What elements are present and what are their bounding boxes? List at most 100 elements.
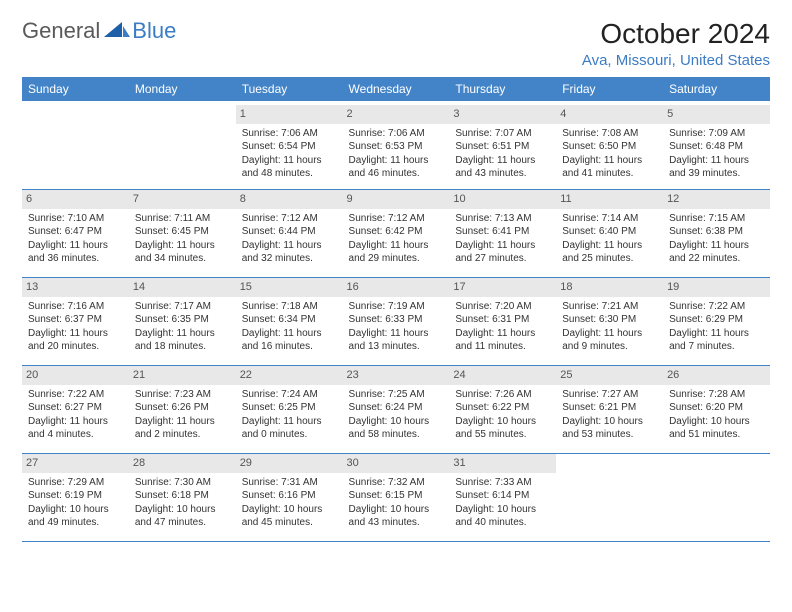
day-number: 4 — [556, 105, 663, 124]
sunrise-line: Sunrise: 7:27 AM — [562, 388, 657, 402]
sunrise-line: Sunrise: 7:13 AM — [455, 212, 550, 226]
sunset-line: Sunset: 6:40 PM — [562, 225, 657, 239]
day-number: 15 — [236, 278, 343, 297]
calendar-cell: 10Sunrise: 7:13 AMSunset: 6:41 PMDayligh… — [449, 189, 556, 277]
sunset-line: Sunset: 6:20 PM — [669, 401, 764, 415]
sunset-line: Sunset: 6:19 PM — [28, 489, 123, 503]
day-header: Saturday — [663, 77, 770, 101]
calendar-cell: 29Sunrise: 7:31 AMSunset: 6:16 PMDayligh… — [236, 453, 343, 541]
day-number: 5 — [663, 105, 770, 124]
sunrise-line: Sunrise: 7:33 AM — [455, 476, 550, 490]
daylight-line: Daylight: 11 hours — [349, 154, 444, 168]
sunrise-line: Sunrise: 7:06 AM — [242, 127, 337, 141]
sunset-line: Sunset: 6:35 PM — [135, 313, 230, 327]
day-number: 14 — [129, 278, 236, 297]
day-number: 17 — [449, 278, 556, 297]
daylight-line: Daylight: 11 hours — [135, 415, 230, 429]
calendar-cell: 7Sunrise: 7:11 AMSunset: 6:45 PMDaylight… — [129, 189, 236, 277]
day-number: 20 — [22, 366, 129, 385]
daylight-line: and 43 minutes. — [349, 516, 444, 530]
calendar-cell: 24Sunrise: 7:26 AMSunset: 6:22 PMDayligh… — [449, 365, 556, 453]
daylight-line: Daylight: 11 hours — [135, 239, 230, 253]
daylight-line: and 0 minutes. — [242, 428, 337, 442]
day-number: 11 — [556, 190, 663, 209]
daylight-line: Daylight: 11 hours — [349, 239, 444, 253]
calendar-cell: 22Sunrise: 7:24 AMSunset: 6:25 PMDayligh… — [236, 365, 343, 453]
calendar-cell — [129, 101, 236, 189]
calendar-cell: 16Sunrise: 7:19 AMSunset: 6:33 PMDayligh… — [343, 277, 450, 365]
sunrise-line: Sunrise: 7:12 AM — [242, 212, 337, 226]
daylight-line: and 32 minutes. — [242, 252, 337, 266]
sunset-line: Sunset: 6:21 PM — [562, 401, 657, 415]
sunrise-line: Sunrise: 7:21 AM — [562, 300, 657, 314]
daylight-line: and 29 minutes. — [349, 252, 444, 266]
calendar-cell — [22, 101, 129, 189]
daylight-line: Daylight: 11 hours — [135, 327, 230, 341]
sunrise-line: Sunrise: 7:16 AM — [28, 300, 123, 314]
calendar-cell: 27Sunrise: 7:29 AMSunset: 6:19 PMDayligh… — [22, 453, 129, 541]
sunrise-line: Sunrise: 7:12 AM — [349, 212, 444, 226]
daylight-line: Daylight: 10 hours — [242, 503, 337, 517]
calendar-week-row: 27Sunrise: 7:29 AMSunset: 6:19 PMDayligh… — [22, 453, 770, 541]
daylight-line: Daylight: 10 hours — [349, 503, 444, 517]
calendar-cell: 3Sunrise: 7:07 AMSunset: 6:51 PMDaylight… — [449, 101, 556, 189]
daylight-line: and 20 minutes. — [28, 340, 123, 354]
day-number: 1 — [236, 105, 343, 124]
day-header: Tuesday — [236, 77, 343, 101]
daylight-line: Daylight: 11 hours — [562, 154, 657, 168]
sunrise-line: Sunrise: 7:22 AM — [669, 300, 764, 314]
daylight-line: and 25 minutes. — [562, 252, 657, 266]
sunset-line: Sunset: 6:41 PM — [455, 225, 550, 239]
daylight-line: and 4 minutes. — [28, 428, 123, 442]
calendar-cell: 17Sunrise: 7:20 AMSunset: 6:31 PMDayligh… — [449, 277, 556, 365]
sunset-line: Sunset: 6:30 PM — [562, 313, 657, 327]
sunset-line: Sunset: 6:48 PM — [669, 140, 764, 154]
sunset-line: Sunset: 6:42 PM — [349, 225, 444, 239]
calendar-cell: 25Sunrise: 7:27 AMSunset: 6:21 PMDayligh… — [556, 365, 663, 453]
daylight-line: Daylight: 11 hours — [455, 327, 550, 341]
calendar-cell: 28Sunrise: 7:30 AMSunset: 6:18 PMDayligh… — [129, 453, 236, 541]
sunset-line: Sunset: 6:33 PM — [349, 313, 444, 327]
sunset-line: Sunset: 6:25 PM — [242, 401, 337, 415]
sunset-line: Sunset: 6:22 PM — [455, 401, 550, 415]
sunrise-line: Sunrise: 7:23 AM — [135, 388, 230, 402]
daylight-line: and 2 minutes. — [135, 428, 230, 442]
day-header: Sunday — [22, 77, 129, 101]
sunrise-line: Sunrise: 7:19 AM — [349, 300, 444, 314]
logo-sail-icon — [104, 22, 130, 40]
daylight-line: and 39 minutes. — [669, 167, 764, 181]
daylight-line: and 7 minutes. — [669, 340, 764, 354]
daylight-line: and 58 minutes. — [349, 428, 444, 442]
sunset-line: Sunset: 6:16 PM — [242, 489, 337, 503]
daylight-line: and 34 minutes. — [135, 252, 230, 266]
daylight-line: and 16 minutes. — [242, 340, 337, 354]
daylight-line: Daylight: 11 hours — [28, 239, 123, 253]
calendar-cell: 30Sunrise: 7:32 AMSunset: 6:15 PMDayligh… — [343, 453, 450, 541]
daylight-line: Daylight: 11 hours — [562, 239, 657, 253]
sunset-line: Sunset: 6:31 PM — [455, 313, 550, 327]
day-number: 6 — [22, 190, 129, 209]
day-header: Monday — [129, 77, 236, 101]
sunrise-line: Sunrise: 7:14 AM — [562, 212, 657, 226]
day-number: 2 — [343, 105, 450, 124]
daylight-line: Daylight: 11 hours — [28, 415, 123, 429]
daylight-line: and 40 minutes. — [455, 516, 550, 530]
daylight-line: and 45 minutes. — [242, 516, 337, 530]
daylight-line: and 55 minutes. — [455, 428, 550, 442]
day-number: 12 — [663, 190, 770, 209]
calendar-week-row: 6Sunrise: 7:10 AMSunset: 6:47 PMDaylight… — [22, 189, 770, 277]
calendar-cell: 8Sunrise: 7:12 AMSunset: 6:44 PMDaylight… — [236, 189, 343, 277]
daylight-line: and 22 minutes. — [669, 252, 764, 266]
daylight-line: and 9 minutes. — [562, 340, 657, 354]
sunrise-line: Sunrise: 7:10 AM — [28, 212, 123, 226]
daylight-line: Daylight: 10 hours — [349, 415, 444, 429]
sunset-line: Sunset: 6:27 PM — [28, 401, 123, 415]
sunset-line: Sunset: 6:50 PM — [562, 140, 657, 154]
sunset-line: Sunset: 6:51 PM — [455, 140, 550, 154]
logo: General Blue — [22, 18, 176, 44]
sunset-line: Sunset: 6:34 PM — [242, 313, 337, 327]
daylight-line: and 27 minutes. — [455, 252, 550, 266]
sunset-line: Sunset: 6:54 PM — [242, 140, 337, 154]
calendar-cell: 21Sunrise: 7:23 AMSunset: 6:26 PMDayligh… — [129, 365, 236, 453]
daylight-line: Daylight: 10 hours — [135, 503, 230, 517]
